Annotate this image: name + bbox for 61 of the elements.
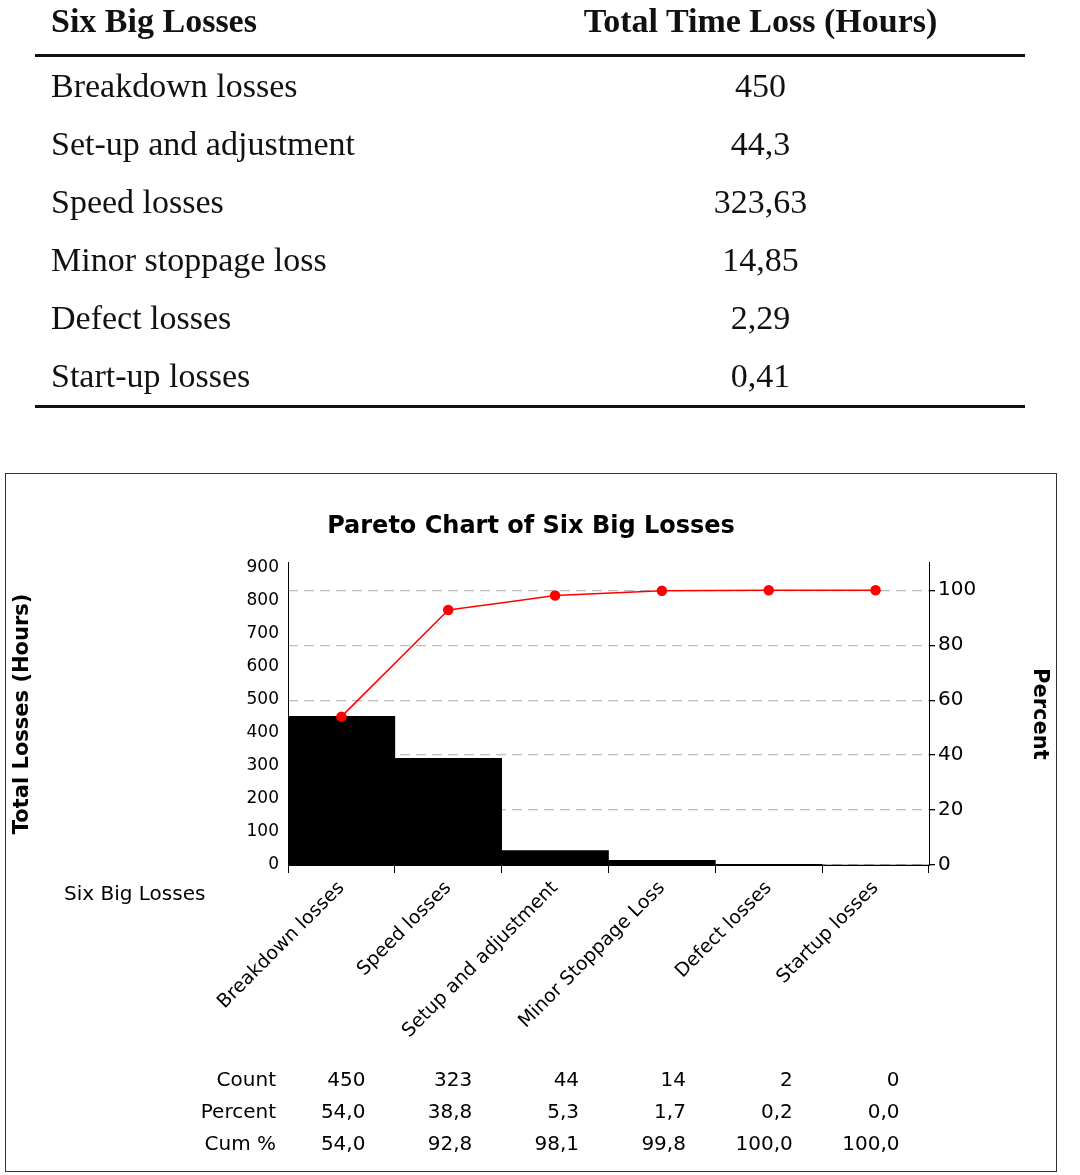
text: 1,7 [654,1099,686,1124]
text: 0,2 [760,1099,793,1124]
text: 38,8 [427,1099,473,1124]
data-label: 0 [886,1067,900,1092]
data-label: 99,8 [641,1131,686,1156]
text: 2,29 [730,299,791,336]
text: 323,63 [713,183,808,220]
x-axis-title: Six Big Losses [64,881,206,906]
chart-title: Pareto Chart of Six Big Losses [327,510,735,539]
y2-tick-label: 80 [938,631,964,656]
point [443,604,454,616]
category-label: Speed losses [50,182,225,222]
data-label: 14 [660,1067,686,1092]
y-tick-label: 700 [246,622,279,643]
y2-tick-label: 40 [938,741,964,766]
y-tick-label: 200 [246,787,279,808]
y2-tick-label: 20 [938,796,964,821]
category-label: Start-up losses [35,347,496,407]
category-label: Minor stoppage loss [50,240,328,280]
y-tick-label: 800 [246,589,279,610]
y-tick-label: 100 [246,820,279,841]
category-label: Set-up and adjustment [50,124,357,164]
data-label: 54,0 [320,1131,366,1156]
data-label: 92,8 [427,1131,473,1156]
point [656,585,668,597]
data-label: 323 [434,1067,473,1092]
point [336,711,347,722]
text: 0,41 [730,357,791,394]
y2-tick-label: 0 [938,851,951,876]
y-tick-label: 900 [246,556,279,577]
data-label: 2 [780,1067,793,1092]
point [870,585,881,596]
point [549,590,561,601]
y-tick-label: 400 [246,721,279,742]
text: Total Time Loss (Hours) [496,0,1025,56]
data-label: 44 [553,1067,580,1092]
text: 5,3 [547,1099,580,1124]
y-axis-title: Total Losses (Hours) [9,593,34,835]
text: Percent [200,1099,277,1124]
text: 44,3 [730,125,791,162]
data-label: 100,0 [842,1131,900,1156]
data-label: 100,0 [735,1131,793,1156]
text: 0,0 [867,1099,900,1124]
text: Six Big Losses [35,0,496,56]
text: Cum % [204,1131,276,1156]
y-tick-label: 0 [268,853,279,874]
y-tick-label: 300 [246,754,279,775]
data-label: 98,1 [534,1131,580,1156]
category-label: Defect losses [50,298,233,338]
y2-tick-label: 100 [938,576,977,601]
y2-tick-label: 60 [938,686,964,711]
text: 14,85 [722,241,799,278]
y-tick-label: 500 [246,688,279,709]
y2-axis-title: Percent [1028,668,1053,760]
category-label: Breakdown losses [50,66,299,106]
text: 450 [735,67,786,104]
y-tick-label: 600 [246,655,279,676]
text: 54,0 [320,1099,366,1124]
text: Count [216,1067,277,1092]
data-label: 450 [327,1067,366,1092]
point [763,585,774,596]
